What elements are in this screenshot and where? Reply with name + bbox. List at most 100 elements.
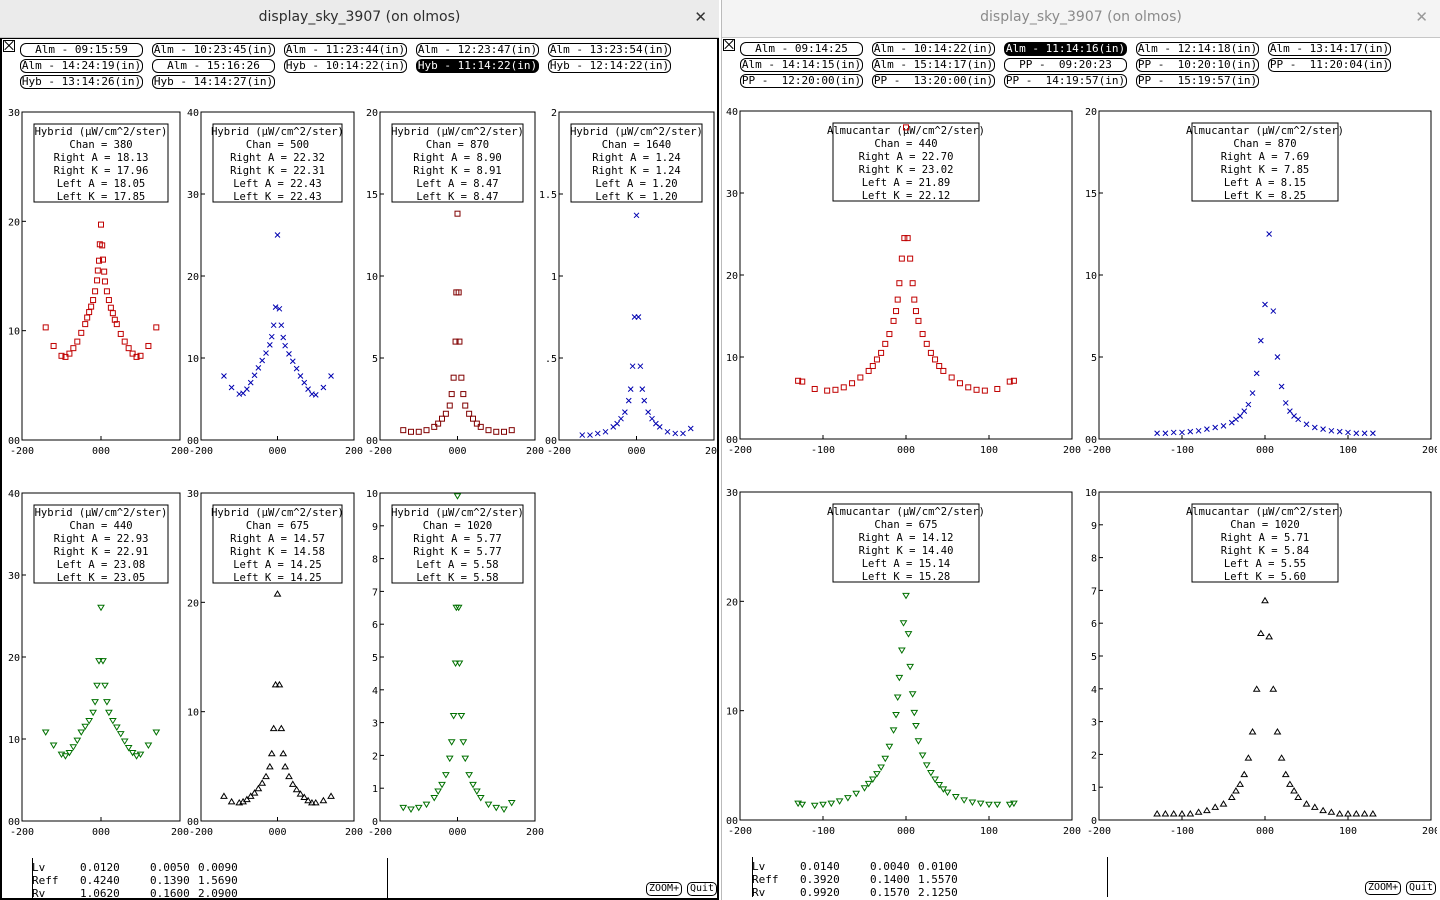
- data-point: [477, 423, 484, 430]
- data-point: [1336, 428, 1343, 435]
- data-point: [911, 296, 918, 303]
- dataset-button[interactable]: PP - 13:20:00(in): [872, 74, 995, 88]
- data-point: [320, 384, 327, 391]
- legend-box: [391, 504, 524, 584]
- dataset-button[interactable]: Alm - 09:14:25: [740, 42, 863, 56]
- data-point: [278, 322, 285, 329]
- dataset-button[interactable]: Alm - 11:23:44(in): [284, 43, 407, 57]
- legend-line: Hybrid (µW/cm^2/ster): [391, 507, 524, 519]
- data-point: [973, 386, 980, 393]
- legend-line: Left A = 5.55: [1224, 558, 1306, 570]
- data-point: [244, 386, 250, 393]
- data-point: [1335, 809, 1344, 817]
- dataset-button[interactable]: Alm - 14:14:15(in): [740, 58, 863, 72]
- status-v1: 0.0120: [80, 861, 120, 874]
- dataset-button[interactable]: Hyb - 14:14:27(in): [152, 75, 275, 89]
- dataset-button[interactable]: Hyb - 13:14:26(in): [20, 75, 143, 89]
- dataset-button[interactable]: Alm - 14:24:19(in): [20, 59, 143, 73]
- data-point: [92, 288, 99, 295]
- legend-line: Right A = 22.32: [230, 152, 325, 164]
- y-tick-label: 9: [1091, 521, 1097, 532]
- zoom-button[interactable]: ZOOM+: [646, 882, 683, 896]
- dataset-button[interactable]: PP - 15:19:57(in): [1136, 74, 1259, 88]
- quit-button[interactable]: Quit: [1406, 881, 1437, 895]
- dataset-button[interactable]: Alm - 10:14:22(in): [872, 42, 995, 56]
- data-point: [293, 365, 300, 372]
- legend-line: Left A = 21.89: [862, 177, 951, 189]
- legend-line: Left K = 8.25: [1224, 190, 1306, 202]
- data-point: [270, 322, 277, 329]
- data-point: [132, 753, 141, 760]
- dataset-button[interactable]: Alm - 12:23:47(in): [416, 43, 539, 57]
- data-point: [898, 255, 905, 262]
- data-point: [579, 432, 586, 438]
- right-close-icon[interactable]: ✕: [1415, 8, 1428, 26]
- left-titlebar[interactable]: display_sky_3907 (on olmos) ✕: [0, 0, 719, 38]
- x-tick-label: -100: [811, 826, 835, 837]
- legend-line: Left K = 23.05: [57, 572, 146, 584]
- data-point: [896, 280, 903, 287]
- data-point: [889, 727, 898, 734]
- dataset-button[interactable]: Alm - 10:23:45(in): [152, 43, 275, 57]
- status-v2: 0.1390: [150, 874, 190, 887]
- left-corner-close-icon[interactable]: [3, 40, 15, 52]
- x-tick-label: 200: [705, 446, 717, 457]
- dataset-button[interactable]: Hyb - 10:14:22(in): [284, 59, 407, 73]
- dataset-button[interactable]: PP - 14:19:57(in): [1004, 74, 1127, 88]
- data-point: [622, 409, 628, 415]
- data-point: [976, 800, 985, 808]
- x-tick-label: 000: [1256, 445, 1274, 456]
- y-tick-label: 10: [187, 354, 199, 365]
- data-point: [940, 367, 947, 374]
- data-point: [292, 785, 301, 793]
- data-point: [1240, 770, 1249, 778]
- data-point: [903, 124, 909, 131]
- data-point: [74, 338, 81, 345]
- data-point: [78, 329, 85, 336]
- dataset-button[interactable]: Alm - 13:14:17(in): [1268, 42, 1391, 56]
- data-point: [85, 717, 94, 725]
- dataset-button[interactable]: Alm - 13:23:54(in): [548, 43, 671, 57]
- data-point: [400, 427, 407, 434]
- data-point: [465, 772, 474, 779]
- dataset-button[interactable]: Alm - 09:15:59: [20, 43, 143, 57]
- status-v3: 1.5570: [918, 873, 958, 886]
- y-tick-label: 15: [1085, 189, 1097, 200]
- x-tick-label: 000: [627, 446, 645, 457]
- legend-line: Left A = 5.58: [416, 559, 498, 571]
- data-point: [90, 297, 97, 304]
- right-corner-close-icon[interactable]: [723, 39, 735, 51]
- dataset-button[interactable]: PP - 10:20:10(in): [1136, 58, 1259, 72]
- data-point: [258, 779, 267, 786]
- legend-line: Right K = 17.96: [54, 165, 149, 177]
- dataset-button[interactable]: PP - 09:20:23: [1004, 58, 1127, 72]
- data-point: [1245, 401, 1252, 408]
- data-point: [635, 314, 642, 320]
- data-point: [1290, 787, 1298, 794]
- zoom-button[interactable]: ZOOM+: [1365, 881, 1402, 895]
- legend-line: Hybrid (µW/cm^2/ster): [211, 126, 344, 138]
- right-titlebar[interactable]: display_sky_3907 (on olmos) ✕: [722, 0, 1440, 38]
- data-point: [1311, 424, 1318, 431]
- dataset-button[interactable]: Alm - 12:14:18(in): [1136, 42, 1259, 56]
- data-point: [105, 297, 112, 304]
- left-close-icon[interactable]: ✕: [694, 8, 707, 26]
- data-point: [277, 724, 286, 732]
- dataset-button[interactable]: Alm - 15:16:26: [152, 59, 275, 73]
- data-point: [101, 278, 108, 285]
- dataset-button[interactable]: Hyb - 12:14:22(in): [548, 59, 671, 73]
- dataset-button[interactable]: PP - 11:20:04(in): [1268, 58, 1391, 72]
- dataset-button[interactable]: Hyb - 11:14:22(in): [416, 59, 539, 73]
- data-point: [108, 717, 117, 725]
- legend-line: Right A = 5.77: [413, 533, 502, 545]
- quit-button[interactable]: Quit: [687, 882, 718, 896]
- x-tick-label: -100: [1170, 826, 1194, 837]
- dataset-button[interactable]: Alm - 15:14:17(in): [872, 58, 995, 72]
- dataset-button[interactable]: PP - 12:20:00(in): [740, 74, 863, 88]
- status-v2: 0.1400: [870, 873, 910, 886]
- left-window: display_sky_3907 (on olmos) ✕ Alm - 09:1…: [0, 0, 719, 900]
- data-point: [484, 801, 493, 809]
- dataset-button[interactable]: Alm - 11:14:16(in): [1004, 42, 1127, 56]
- data-point: [459, 739, 468, 746]
